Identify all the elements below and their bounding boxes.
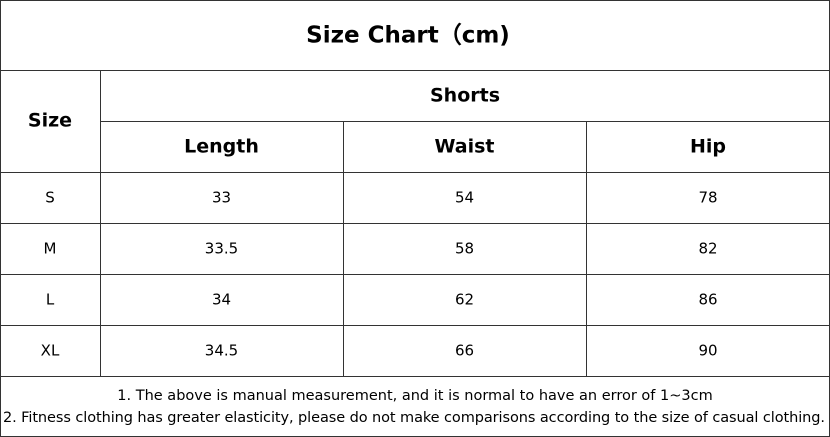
size-header: Size <box>28 110 72 132</box>
size-label: S <box>45 189 55 207</box>
size-label: L <box>46 291 55 309</box>
note: 2. Fitness clothing has greater elastici… <box>3 410 825 426</box>
column-header: Length <box>184 136 259 158</box>
cell-value: 90 <box>698 342 717 360</box>
cell-value: 86 <box>698 291 717 309</box>
size-label: M <box>44 240 57 258</box>
size-label: XL <box>41 342 60 360</box>
cell-value: 34.5 <box>205 342 238 360</box>
column-header: Hip <box>690 136 726 158</box>
cell-value: 78 <box>698 189 717 207</box>
cell-value: 82 <box>698 240 717 258</box>
cell-value: 62 <box>455 291 474 309</box>
group-header: Shorts <box>430 85 500 107</box>
cell-value: 34 <box>212 291 231 309</box>
note: 1. The above is manual measurement, and … <box>117 388 712 404</box>
cell-value: 66 <box>455 342 474 360</box>
cell-value: 54 <box>455 189 474 207</box>
title: Size Chart（cm) <box>306 22 510 49</box>
cell-value: 33.5 <box>205 240 238 258</box>
cell-value: 33 <box>212 189 231 207</box>
column-header: Waist <box>434 136 494 158</box>
cell-value: 58 <box>455 240 474 258</box>
